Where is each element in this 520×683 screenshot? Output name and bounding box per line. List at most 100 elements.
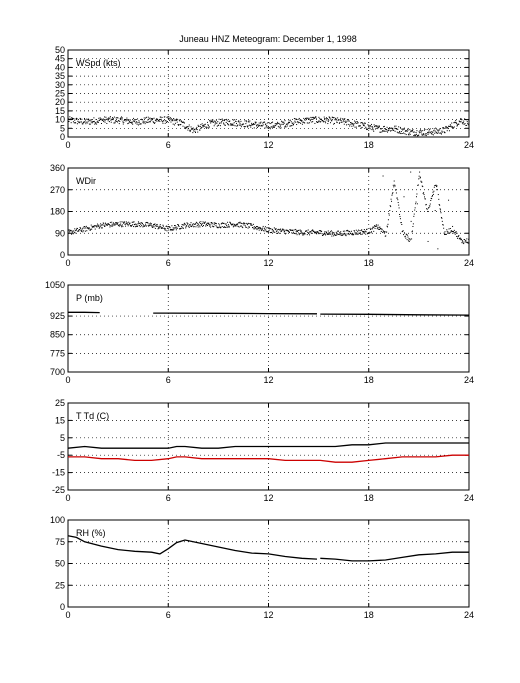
data-point — [303, 232, 305, 234]
data-point — [86, 227, 88, 229]
data-point — [278, 228, 280, 230]
data-point — [402, 230, 404, 232]
data-point — [225, 119, 227, 121]
data-point — [270, 126, 272, 128]
data-point — [167, 116, 169, 118]
data-point — [181, 224, 183, 226]
data-point — [109, 116, 111, 118]
data-point — [304, 233, 306, 235]
y-tick-label: 25 — [55, 89, 65, 99]
data-point — [321, 233, 323, 235]
data-point — [386, 231, 388, 233]
data-point — [460, 238, 462, 240]
data-point — [390, 130, 392, 132]
data-point — [349, 125, 351, 127]
data-point — [122, 226, 124, 228]
data-point — [115, 117, 117, 119]
data-point — [127, 120, 129, 122]
data-point — [288, 120, 290, 122]
data-point — [105, 118, 107, 120]
data-point — [453, 126, 455, 128]
data-point — [173, 119, 175, 121]
data-point — [284, 230, 286, 232]
data-point — [435, 127, 437, 129]
data-point — [160, 226, 162, 228]
data-point — [197, 223, 199, 225]
data-point — [364, 230, 366, 232]
data-point — [182, 125, 184, 127]
data-point — [338, 233, 340, 235]
data-point — [253, 228, 255, 230]
data-point — [206, 223, 208, 225]
data-point — [75, 122, 77, 124]
data-point — [445, 126, 447, 128]
data-point — [193, 130, 195, 132]
data-point — [248, 124, 250, 126]
data-point — [149, 121, 151, 123]
data-point — [327, 230, 329, 232]
data-point — [265, 126, 267, 128]
data-point — [429, 205, 431, 207]
data-point — [377, 125, 379, 127]
data-point — [398, 132, 400, 134]
data-point — [188, 225, 190, 227]
data-point — [124, 221, 126, 223]
data-point — [380, 230, 382, 232]
data-point — [455, 121, 457, 123]
data-point — [391, 128, 393, 130]
data-point — [184, 224, 186, 226]
data-point — [301, 232, 303, 234]
data-point — [206, 126, 208, 128]
data-point — [238, 222, 240, 224]
y-tick-label: 25 — [55, 580, 65, 590]
data-point — [173, 118, 175, 120]
data-point — [271, 231, 273, 233]
data-point — [123, 222, 125, 224]
data-point — [321, 118, 323, 120]
data-point — [298, 229, 300, 231]
data-point — [333, 123, 335, 125]
data-point — [343, 234, 345, 236]
data-point — [121, 117, 123, 119]
data-point — [166, 116, 168, 118]
data-point — [378, 127, 380, 129]
data-point — [166, 230, 168, 232]
data-point — [172, 123, 174, 125]
data-point — [360, 230, 362, 232]
data-point — [285, 232, 287, 234]
x-tick-label: 12 — [263, 610, 273, 620]
data-point — [280, 127, 282, 129]
data-point — [434, 130, 436, 132]
data-point — [333, 233, 335, 235]
data-point — [376, 125, 378, 127]
data-point — [264, 228, 266, 230]
data-point — [324, 118, 326, 120]
data-point — [440, 212, 442, 214]
data-point — [70, 229, 72, 231]
data-point — [427, 210, 429, 212]
data-point — [328, 233, 330, 235]
data-point — [207, 125, 209, 127]
data-point — [262, 227, 264, 229]
data-point — [467, 242, 469, 244]
data-point — [180, 227, 182, 229]
data-point — [178, 225, 180, 227]
data-point — [260, 227, 262, 229]
data-point — [356, 233, 358, 235]
data-point — [400, 131, 402, 133]
data-point — [325, 234, 327, 236]
data-point — [373, 130, 375, 132]
data-point — [192, 224, 194, 226]
data-point — [328, 116, 330, 118]
data-point — [279, 123, 281, 125]
data-point — [288, 231, 290, 233]
data-point — [415, 131, 417, 133]
data-point — [322, 234, 324, 236]
data-point — [85, 226, 87, 228]
x-tick-label: 12 — [263, 375, 273, 385]
data-point — [265, 123, 267, 125]
data-point — [121, 116, 123, 118]
data-point — [378, 226, 380, 228]
series-line-dewpoint — [68, 454, 469, 463]
data-point — [240, 225, 242, 227]
